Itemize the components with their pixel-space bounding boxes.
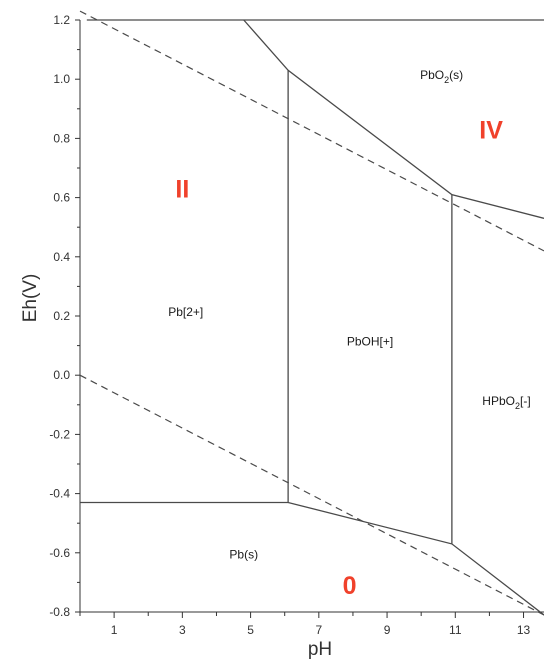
axes: 1.21.00.80.60.40.20.0-0.2-0.4-0.6-0.81 3 5… [49, 13, 544, 637]
x-axis-title: pH [308, 639, 332, 659]
y-tick-label: -0.4 [49, 487, 70, 501]
species-label: Pb(s) [229, 548, 258, 562]
x-tick-label: 3 [179, 623, 186, 637]
plot-lines [79, 10, 544, 616]
y-tick-label: 1.2 [53, 13, 70, 27]
y-tick-label: -0.2 [49, 427, 70, 441]
y-tick-label: 1.0 [53, 72, 70, 86]
y-tick-label: 0.6 [53, 191, 70, 205]
x-tick-label: 11 [449, 623, 462, 637]
oxidation-region-label: 0 [343, 572, 357, 600]
y-tick-label: 0.8 [53, 131, 70, 145]
species-label: Pb[2+] [168, 305, 203, 319]
phase-boundary-pb2-pbo2 [243, 19, 544, 219]
y-tick-label: 0.2 [53, 309, 70, 323]
x-tick-label: 5 [247, 623, 254, 637]
y-tick-label: -0.6 [49, 546, 70, 560]
x-tick-label: 13 [517, 623, 531, 637]
x-tick-label: 7 [315, 623, 322, 637]
phase-boundary-pb-lower [80, 501, 544, 616]
y-tick-label: -0.8 [49, 605, 70, 619]
species-label: PbO2(s) [420, 68, 463, 85]
plot-labels: PbO2(s) Pb[2+] PbOH[+] HPbO2[-] Pb(s) IV II 0 [168, 68, 530, 600]
x-tick-label: 9 [384, 623, 391, 637]
oxidation-region-label: IV [479, 116, 503, 144]
species-label: PbOH[+] [347, 335, 393, 349]
oxidation-region-label: II [175, 176, 189, 204]
species-label: HPbO2[-] [482, 394, 530, 411]
water-stability-line-upper [79, 10, 544, 252]
x-tick-label: 1 [111, 623, 118, 637]
y-tick-label: 0.0 [53, 368, 70, 382]
y-tick-label: 0.4 [53, 250, 70, 264]
y-axis-title: Eh(V) [20, 274, 41, 323]
water-stability-line-lower [79, 374, 544, 616]
